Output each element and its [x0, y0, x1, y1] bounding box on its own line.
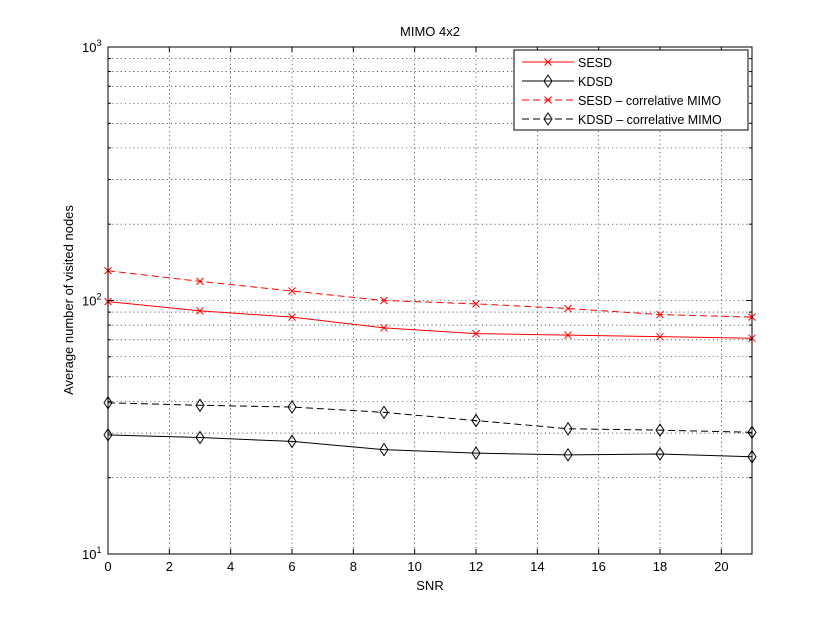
x-marker-stroke — [656, 310, 664, 319]
data-point-marker — [472, 299, 480, 308]
series-layer — [103, 266, 757, 464]
data-point-marker — [471, 413, 481, 428]
x-marker-stroke — [472, 299, 480, 308]
y-tick-label-exponent: 3 — [96, 38, 101, 48]
data-point-marker — [656, 332, 664, 341]
data-point-marker — [380, 324, 388, 332]
x-marker-stroke — [380, 324, 388, 332]
data-point-marker — [195, 398, 205, 413]
legend-marker — [544, 58, 552, 66]
data-point-marker — [288, 287, 296, 295]
legend-item: KDSD — [522, 74, 613, 89]
x-marker-stroke — [564, 331, 572, 340]
x-tick-label: 8 — [350, 559, 357, 574]
x-marker-stroke — [656, 332, 664, 341]
y-tick-label-exponent: 2 — [96, 292, 101, 302]
x-tick-label: 2 — [166, 559, 173, 574]
data-point-marker — [471, 446, 481, 461]
y-tick-label-base: 10 — [82, 40, 96, 55]
x-marker-stroke — [544, 96, 552, 104]
y-tick-label: 102 — [82, 292, 101, 309]
x-marker-stroke — [380, 296, 388, 305]
x-marker-stroke — [288, 313, 296, 321]
x-marker-stroke — [288, 287, 296, 295]
x-tick-label: 12 — [469, 559, 483, 574]
legend-label: KDSD – correlative MIMO — [578, 113, 722, 127]
data-point-marker — [196, 277, 204, 286]
legend-marker — [543, 112, 553, 126]
data-point-marker — [655, 423, 665, 438]
data-point-marker — [379, 442, 389, 457]
y-tick-label-base: 10 — [82, 547, 96, 562]
x-tick-label: 14 — [530, 559, 544, 574]
y-axis-label: Average number of visited nodes — [61, 205, 76, 395]
series-line — [107, 434, 753, 458]
chart-title: MIMO 4x2 — [400, 24, 460, 39]
data-point-marker — [564, 304, 572, 313]
x-marker-stroke — [196, 307, 204, 315]
data-point-marker — [655, 447, 665, 461]
data-point-marker — [563, 421, 573, 436]
data-point-marker — [564, 331, 572, 340]
legend-item: SESD – correlative MIMO — [522, 94, 721, 108]
legend-marker — [544, 96, 552, 104]
data-point-marker — [288, 313, 296, 321]
x-tick-label: 20 — [714, 559, 728, 574]
x-tick-label: 6 — [288, 559, 295, 574]
series-1 — [103, 427, 757, 464]
grid — [108, 47, 752, 554]
data-point-marker — [196, 307, 204, 315]
x-tick-label: 10 — [407, 559, 421, 574]
series-line — [107, 301, 753, 339]
data-point-marker — [287, 400, 297, 414]
legend-label: SESD — [578, 56, 612, 70]
x-axis-label: SNR — [416, 578, 443, 593]
x-marker-stroke — [196, 277, 204, 286]
y-tick-label-base: 10 — [82, 294, 96, 309]
legend-label: KDSD — [578, 75, 613, 89]
legend: SESD KDSD SESD – correlative MIMO KDSD – co… — [513, 49, 749, 131]
series-2 — [104, 266, 756, 321]
legend-marker — [543, 74, 553, 88]
data-point-marker — [656, 310, 664, 319]
x-marker-stroke — [544, 58, 552, 66]
data-point-marker — [563, 447, 573, 462]
data-point-marker — [472, 329, 480, 338]
data-point-marker — [287, 434, 297, 449]
x-tick-label: 4 — [227, 559, 234, 574]
x-marker-stroke — [564, 304, 572, 313]
x-tick-label: 0 — [104, 559, 111, 574]
legend-item: KDSD – correlative MIMO — [522, 112, 722, 127]
data-point-marker — [195, 430, 205, 445]
data-point-marker — [379, 405, 389, 420]
series-line — [107, 270, 753, 318]
x-tick-label: 16 — [591, 559, 605, 574]
series-line — [107, 402, 753, 433]
plot-area — [108, 47, 752, 554]
series-0 — [104, 297, 756, 343]
x-tick-label: 18 — [653, 559, 667, 574]
x-marker-stroke — [472, 329, 480, 338]
data-point-marker — [380, 296, 388, 305]
y-tick-label-exponent: 1 — [96, 545, 101, 555]
legend-box — [513, 49, 749, 131]
legend-item: SESD — [522, 56, 612, 70]
legend-label: SESD – correlative MIMO — [578, 94, 721, 108]
y-tick-label: 101 — [82, 545, 101, 562]
y-tick-label: 103 — [82, 38, 101, 55]
